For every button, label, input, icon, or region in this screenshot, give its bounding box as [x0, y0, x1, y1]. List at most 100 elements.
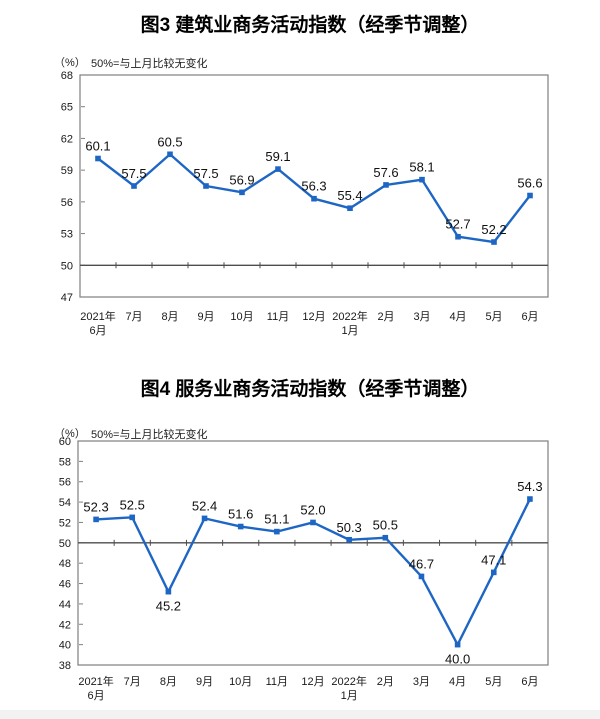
data-point-marker — [274, 528, 280, 535]
data-label: 57.6 — [373, 165, 398, 180]
x-axis-tick-label: 5月 — [485, 676, 502, 688]
y-axis-tick-label: 50 — [61, 260, 73, 272]
data-point-marker — [275, 166, 281, 172]
chart-title-services: 图4 服务业商务活动指数（经季节调整） — [140, 379, 480, 400]
data-label: 52.7 — [445, 217, 470, 232]
data-label: 54.3 — [517, 479, 542, 494]
data-label: 59.1 — [265, 149, 290, 164]
data-point-marker — [93, 516, 99, 523]
reference-note-label: 50%=与上月比较无变化 — [91, 58, 208, 70]
data-label: 56.3 — [301, 179, 326, 194]
data-label: 52.4 — [192, 498, 217, 513]
x-axis-tick-label: 9月 — [197, 311, 214, 323]
data-label: 60.1 — [85, 139, 110, 154]
data-label: 60.5 — [157, 134, 182, 149]
data-point-marker — [237, 523, 244, 530]
x-axis-tick-label: 8月 — [160, 676, 177, 688]
x-axis-tick-label: 7月 — [124, 676, 141, 688]
y-axis-tick-label: 47 — [61, 292, 73, 304]
y-axis-tick-label: 65 — [61, 102, 73, 114]
data-label: 52.0 — [300, 502, 325, 517]
data-point-marker — [203, 183, 209, 189]
x-axis-tick-label: 6月 — [89, 325, 106, 337]
data-point-marker — [383, 182, 389, 188]
x-axis-tick-label: 6月 — [521, 676, 538, 688]
data-point-marker — [382, 534, 389, 541]
x-axis-tick-label: 3月 — [413, 311, 430, 323]
y-axis-unit-label: （%） — [54, 428, 86, 440]
x-axis-tick-label: 2022年 — [332, 309, 367, 323]
y-axis-tick-label: 56 — [61, 197, 73, 209]
y-axis-tick-label: 68 — [61, 70, 73, 82]
x-axis-tick-label: 10月 — [230, 311, 253, 323]
data-label: 52.5 — [120, 497, 145, 512]
data-label: 40.0 — [445, 652, 470, 667]
data-label: 47.1 — [481, 552, 506, 567]
x-axis-tick-label: 2021年 — [78, 674, 113, 688]
data-point-marker — [311, 195, 317, 202]
data-point-marker — [491, 239, 497, 245]
x-axis-tick-label: 1月 — [341, 325, 358, 337]
x-axis-tick-label: 6月 — [521, 311, 538, 323]
x-axis-tick-label: 11月 — [267, 311, 289, 323]
data-point-marker — [129, 514, 136, 521]
data-point-marker — [419, 176, 425, 183]
data-point-marker — [239, 189, 245, 196]
data-point-marker — [490, 569, 497, 576]
y-axis-tick-label: 44 — [59, 599, 71, 611]
x-axis-tick-label: 5月 — [485, 311, 502, 323]
data-label: 51.1 — [264, 512, 289, 527]
y-axis-tick-label: 38 — [59, 660, 71, 672]
data-label: 57.5 — [121, 166, 146, 181]
x-axis-tick-label: 4月 — [449, 311, 466, 323]
y-axis-tick-label: 50 — [59, 538, 71, 550]
data-label: 56.9 — [229, 172, 254, 187]
data-point-marker — [167, 151, 173, 158]
x-axis-tick-label: 6月 — [88, 690, 105, 702]
data-point-marker — [165, 588, 172, 595]
data-point-marker — [201, 515, 208, 522]
data-label: 58.1 — [409, 160, 434, 175]
data-label: 50.5 — [373, 518, 398, 533]
y-axis-tick-label: 56 — [59, 477, 71, 489]
x-axis-tick-label: 3月 — [413, 676, 430, 688]
reference-note-label: 50%=与上月比较无变化 — [91, 429, 208, 441]
y-axis-tick-label: 53 — [61, 229, 73, 241]
x-axis-tick-label: 12月 — [302, 311, 325, 323]
x-axis-tick-label: 12月 — [301, 676, 324, 688]
data-label: 46.7 — [409, 556, 434, 571]
y-axis-tick-label: 59 — [61, 165, 73, 177]
y-axis-tick-label: 46 — [59, 579, 71, 591]
y-axis-tick-label: 42 — [59, 619, 71, 631]
data-label: 45.2 — [156, 599, 181, 614]
footer-strip — [0, 710, 600, 719]
data-point-marker — [346, 536, 352, 543]
y-axis-tick-label: 58 — [59, 456, 71, 468]
x-axis-tick-label: 2022年 — [331, 674, 366, 688]
y-axis-tick-label: 48 — [59, 558, 71, 570]
x-axis-tick-label: 2月 — [377, 676, 394, 688]
data-point-marker — [347, 205, 353, 211]
data-point-marker — [131, 183, 137, 189]
x-axis-tick-label: 9月 — [196, 676, 213, 688]
x-axis-tick-label: 10月 — [229, 676, 252, 688]
x-axis-tick-label: 2月 — [377, 311, 394, 323]
x-axis-tick-label: 1月 — [341, 690, 358, 702]
y-axis-tick-label: 40 — [59, 640, 71, 652]
y-axis-tick-label: 62 — [61, 133, 73, 145]
x-axis-tick-label: 11月 — [266, 676, 288, 688]
x-axis-tick-label: 2021年 — [80, 309, 115, 323]
data-point-marker — [95, 155, 101, 162]
data-point-marker — [455, 233, 461, 240]
data-label: 57.5 — [193, 166, 218, 181]
data-point-marker — [418, 573, 425, 580]
data-label: 50.3 — [336, 520, 361, 535]
x-axis-tick-label: 4月 — [449, 676, 466, 688]
data-point-marker — [527, 192, 533, 199]
data-point-marker — [310, 519, 316, 526]
y-axis-unit-label: （%） — [54, 57, 86, 69]
data-point-marker — [454, 641, 461, 648]
